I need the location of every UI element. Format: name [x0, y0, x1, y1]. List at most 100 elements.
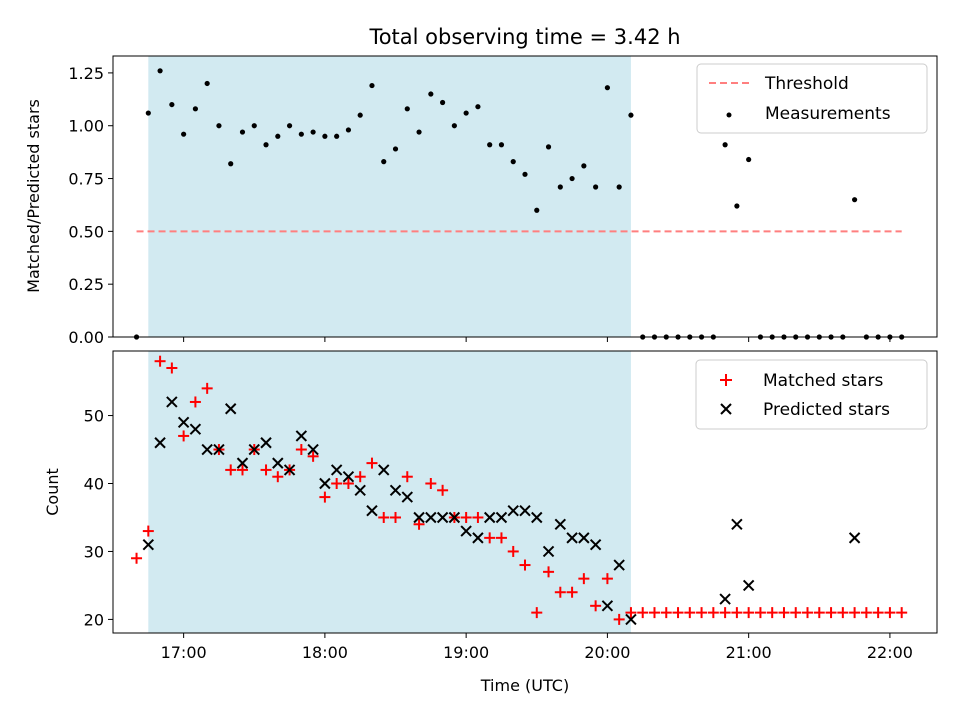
matched-star-point	[660, 607, 672, 619]
measurement-point	[357, 112, 363, 118]
legend-predicted-label: Predicted stars	[763, 400, 890, 420]
matched-star-point	[754, 607, 766, 619]
bot-y-tick-label: 30	[84, 542, 104, 561]
measurement-point	[852, 197, 858, 203]
matched-star-point	[178, 430, 190, 442]
predicted-star-point	[201, 443, 213, 456]
matched-star-point	[295, 444, 307, 456]
predicted-star-point	[848, 532, 861, 544]
predicted-star-point	[460, 525, 472, 537]
matched-star-point	[225, 464, 237, 476]
matched-star-point	[531, 607, 543, 619]
measurement-point	[381, 159, 387, 165]
matched-star-point	[413, 518, 425, 530]
matched-star-point	[648, 607, 660, 619]
top-y-tick-label: 0.00	[68, 328, 104, 347]
measurement-point	[228, 161, 234, 167]
bot-y-tick-label: 20	[84, 610, 104, 629]
measurement-point	[192, 106, 198, 112]
predicted-star-point	[366, 504, 378, 517]
measurement-point	[392, 146, 399, 152]
bottom-legend: Matched stars Predicted stars	[695, 359, 928, 430]
matched-star-point	[260, 464, 272, 476]
predicted-star-point	[742, 579, 755, 592]
predicted-star-point	[283, 464, 296, 476]
measurement-point	[369, 82, 375, 89]
predicted-star-point	[507, 504, 519, 517]
measurement-point	[298, 131, 304, 137]
measurement-point	[545, 144, 552, 150]
predicted-star-point	[319, 477, 331, 490]
predicted-star-point	[719, 593, 731, 605]
measurement-point	[569, 175, 575, 182]
matched-star-point	[849, 607, 861, 619]
measurement-point	[334, 133, 340, 139]
measurement-point	[204, 80, 210, 87]
predicted-star-point	[225, 403, 237, 415]
measurement-point	[557, 184, 563, 190]
legend-matched-label: Matched stars	[763, 371, 883, 391]
matched-star-point	[719, 607, 731, 619]
matched-star-point	[543, 566, 555, 578]
predicted-star-point	[260, 437, 272, 449]
top-legend-box	[696, 63, 928, 134]
measurement-point	[498, 142, 505, 148]
matched-star-point	[613, 613, 625, 625]
matched-star-point	[331, 478, 343, 490]
predicted-star-point	[436, 511, 449, 524]
top-y-tick-label: 0.50	[68, 222, 104, 241]
measurement-point	[428, 91, 434, 97]
matched-star-point	[837, 607, 849, 619]
matched-star-point	[131, 552, 143, 564]
predicted-star-point	[177, 416, 190, 429]
measurement-point	[145, 110, 151, 116]
matched-star-point	[813, 607, 825, 619]
matched-star-point	[860, 607, 872, 619]
legend-matched-swatch	[720, 374, 732, 386]
matched-star-point	[401, 471, 413, 483]
predicted-star-point	[378, 464, 390, 476]
measurement-point	[286, 123, 293, 129]
matched-star-point	[307, 450, 319, 462]
matched-star-point	[425, 478, 437, 490]
top-y-tick-label: 1.00	[68, 117, 104, 136]
top-y-tick-label: 1.25	[68, 64, 104, 83]
predicted-star-point	[542, 545, 555, 558]
predicted-star-point	[401, 491, 413, 503]
predicted-star-point	[731, 518, 743, 530]
bot-x-tick-label: 22:00	[867, 643, 913, 662]
bot-x-tick-label: 20:00	[584, 643, 630, 662]
measurement-point	[216, 123, 222, 129]
predicted-star-point	[601, 600, 614, 612]
matched-star-point	[707, 607, 719, 619]
top-legend: Threshold Measurements	[696, 63, 928, 134]
measurement-point	[522, 171, 528, 177]
predicted-star-point	[189, 423, 202, 435]
matched-star-point	[684, 607, 696, 619]
matched-star-point	[519, 559, 531, 571]
matched-star-point	[166, 362, 178, 374]
predicted-star-point	[342, 471, 355, 483]
matched-star-point	[342, 478, 354, 490]
matched-star-point	[507, 545, 519, 557]
matched-star-point	[437, 484, 449, 496]
matched-star-point	[896, 607, 908, 619]
measurement-point	[275, 133, 281, 139]
matched-star-point	[142, 525, 154, 537]
matched-star-point	[366, 457, 378, 469]
predicted-star-point	[483, 511, 496, 524]
bot-y-tick-label: 40	[84, 475, 104, 494]
bottom-plot-frame	[112, 350, 938, 634]
measurement-point	[169, 101, 175, 108]
measurement-point	[263, 142, 269, 148]
matched-star-point	[696, 607, 708, 619]
predicted-star-point	[248, 443, 260, 456]
matched-star-point	[884, 607, 896, 619]
bot-x-tick-label: 19:00	[443, 643, 489, 662]
matched-star-point	[354, 471, 366, 483]
measurement-point	[310, 129, 316, 135]
predicted-star-point	[330, 464, 343, 476]
measurement-point	[440, 99, 446, 106]
